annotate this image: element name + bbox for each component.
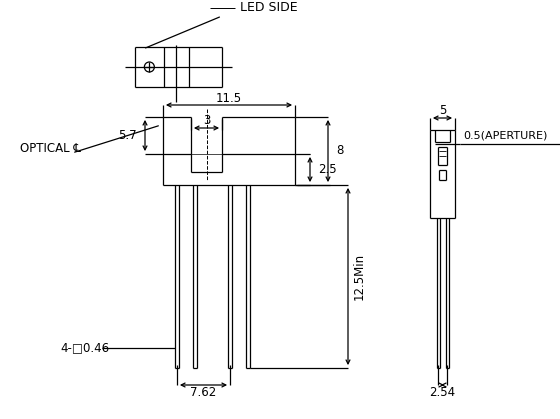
Text: LED SIDE: LED SIDE: [240, 2, 297, 15]
Text: 2.54: 2.54: [430, 385, 456, 398]
Text: 7.62: 7.62: [190, 385, 217, 398]
Text: 3: 3: [203, 114, 210, 127]
Text: 12.5Min: 12.5Min: [353, 253, 366, 300]
Text: 5: 5: [439, 104, 446, 117]
Text: 0.5(APERTURE): 0.5(APERTURE): [463, 131, 547, 141]
Text: 11.5: 11.5: [216, 91, 242, 104]
Text: OPTICAL ℄: OPTICAL ℄: [20, 142, 81, 155]
Text: 5.7: 5.7: [118, 129, 137, 142]
Text: 8: 8: [336, 145, 343, 158]
Text: 4-□0.46: 4-□0.46: [60, 341, 109, 354]
Text: 2.5: 2.5: [318, 163, 337, 176]
